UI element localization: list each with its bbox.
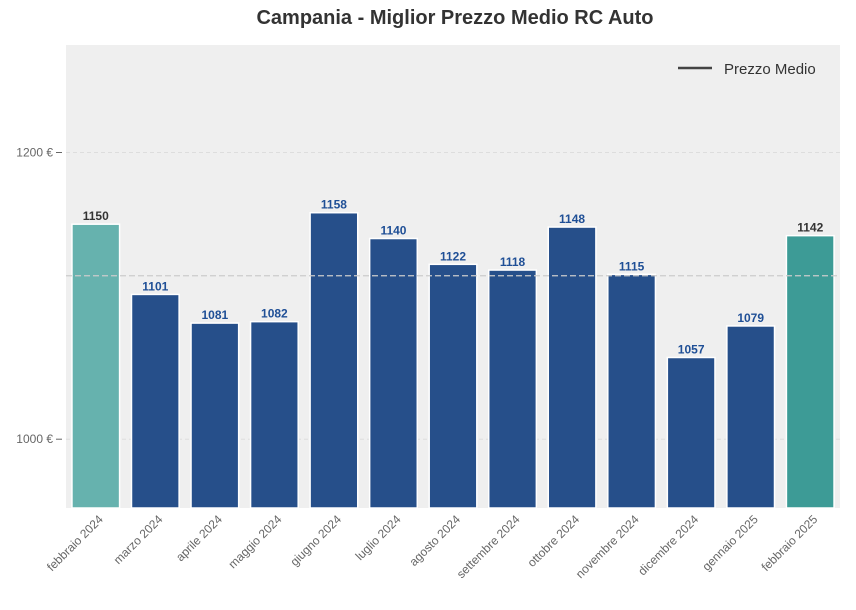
chart-title: Campania - Miglior Prezzo Medio RC Auto: [256, 7, 654, 29]
bar-value-label: 1122: [440, 249, 466, 263]
bar-value-label: 1148: [559, 212, 585, 226]
bars: [71, 211, 835, 509]
x-tick-label: aprile 2024: [173, 512, 225, 564]
data-labels: 1150 1101 1081 1082 1158 1140 1122 1118 1148 1115…: [83, 198, 824, 357]
y-tick-label: 1200 €: [16, 146, 53, 160]
x-tick-label: settembre 2024: [454, 512, 523, 581]
x-tick-label: ottobre 2024: [525, 512, 583, 570]
x-tick-label: marzo 2024: [111, 512, 166, 567]
bar: [71, 223, 121, 509]
legend-label: Prezzo Medio: [724, 61, 816, 78]
x-tick-label: novembre 2024: [573, 512, 642, 581]
bar: [428, 263, 478, 509]
bar-value-label: 1082: [261, 307, 288, 321]
x-tick-label: dicembre 2024: [635, 512, 701, 578]
bar-value-label: 1079: [737, 311, 764, 325]
bar-value-label: 1140: [380, 224, 406, 238]
x-tick-label: febbraio 2024: [44, 512, 106, 574]
x-axis: febbraio 2024 marzo 2024 aprile 2024 maggio…: [44, 512, 820, 581]
bar-value-label: 1115: [619, 259, 645, 273]
bar: [130, 293, 180, 509]
y-tick-label: 1000 €: [16, 432, 53, 446]
bar-value-label: 1150: [83, 209, 109, 223]
bar-value-label: 1118: [500, 255, 526, 269]
x-tick-label: agosto 2024: [407, 512, 464, 569]
bar-value-label: 1057: [678, 342, 705, 356]
bar: [607, 273, 657, 509]
x-tick-label: maggio 2024: [226, 512, 285, 571]
bar: [190, 322, 240, 509]
x-tick-label: giugno 2024: [287, 512, 344, 569]
bar: [487, 269, 538, 509]
bar-value-label: 1142: [797, 221, 823, 235]
bar: [309, 211, 359, 509]
bar: [547, 226, 597, 509]
bar: [726, 325, 776, 509]
bar-value-label: 1158: [321, 198, 347, 212]
legend: Prezzo Medio: [678, 61, 816, 78]
bar-value-label: 1101: [142, 279, 168, 293]
x-tick-label: luglio 2024: [353, 512, 404, 563]
bar: [249, 320, 299, 509]
bar: [785, 234, 835, 509]
bar: [666, 356, 716, 509]
x-tick-label: gennaio 2025: [699, 512, 761, 574]
y-axis: 1000 € 1200 €: [16, 146, 62, 446]
bar-value-label: 1081: [201, 308, 228, 322]
x-tick-label: febbraio 2025: [759, 512, 821, 574]
bar: [368, 237, 419, 509]
